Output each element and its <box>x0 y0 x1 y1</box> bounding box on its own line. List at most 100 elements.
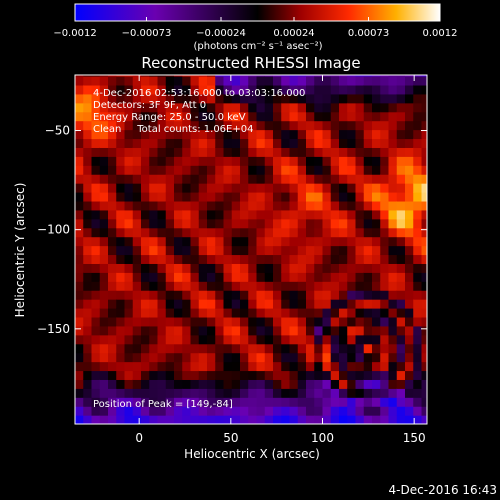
heatmap-cell <box>174 299 183 309</box>
heatmap-cell <box>223 245 233 256</box>
heatmap-cell <box>297 138 307 148</box>
heatmap-cell <box>330 120 340 131</box>
heatmap-cell <box>91 174 101 184</box>
heatmap-cell <box>124 343 134 354</box>
heatmap-cell <box>306 352 315 363</box>
heatmap-cell <box>256 227 266 238</box>
heatmap-cell <box>198 120 208 131</box>
heatmap-cell <box>421 156 427 166</box>
heatmap-cell <box>330 129 340 140</box>
heatmap-cell <box>322 227 332 238</box>
heatmap-cell <box>91 111 101 122</box>
heatmap-cell <box>149 397 159 407</box>
heatmap-cell <box>289 75 299 86</box>
heatmap-cell <box>388 191 398 202</box>
heatmap-cell <box>165 343 175 354</box>
heatmap-cell <box>91 316 101 327</box>
heatmap-cell <box>240 397 249 407</box>
heatmap-cell <box>165 147 175 157</box>
heatmap-cell <box>91 343 101 354</box>
heatmap-cell <box>297 290 307 300</box>
heatmap-cell <box>380 147 390 157</box>
heatmap-cell <box>405 334 414 345</box>
heatmap-cell <box>141 272 150 282</box>
heatmap-cell <box>413 370 423 380</box>
heatmap-cell <box>380 352 390 363</box>
heatmap-cell <box>363 138 373 148</box>
heatmap-cell <box>83 200 93 211</box>
heatmap-cell <box>198 102 208 113</box>
heatmap-cell <box>256 191 266 202</box>
heatmap-cell <box>91 75 101 77</box>
heatmap-cell <box>83 129 93 140</box>
heatmap-cell <box>330 325 340 336</box>
heatmap-cell <box>396 200 406 211</box>
heatmap-cell <box>421 263 427 273</box>
heatmap-cell <box>347 316 357 327</box>
heatmap-cell <box>124 183 134 193</box>
heatmap-cell <box>215 75 225 77</box>
annotation-clean-counts: Clean Total counts: 1.06E+04 <box>93 124 253 135</box>
heatmap-cell <box>273 352 282 363</box>
heatmap-cell <box>380 236 390 247</box>
heatmap-cell <box>157 111 167 122</box>
heatmap-cell <box>108 200 117 211</box>
heatmap-cell <box>157 352 167 363</box>
heatmap-cell <box>124 281 134 291</box>
heatmap-cell <box>223 138 233 148</box>
heatmap-cell <box>339 406 348 416</box>
heatmap-cell <box>380 361 390 372</box>
heatmap-cell <box>231 120 241 131</box>
heatmap-cell <box>99 191 109 202</box>
heatmap-cell <box>413 165 423 175</box>
heatmap-cell <box>75 415 84 424</box>
heatmap-cell <box>182 111 192 122</box>
heatmap-cell <box>207 343 216 354</box>
heatmap-cell <box>132 156 142 166</box>
heatmap-cell <box>182 129 192 140</box>
heatmap-cell <box>314 325 324 336</box>
heatmap-cell <box>223 183 233 193</box>
heatmap-cell <box>108 209 117 220</box>
heatmap-cell <box>380 120 390 131</box>
heatmap-cell <box>413 156 423 166</box>
heatmap-cell <box>207 415 216 424</box>
heatmap-cell <box>108 299 117 309</box>
heatmap-cell <box>363 397 373 407</box>
heatmap-cell <box>396 245 406 256</box>
heatmap-cell <box>165 406 175 416</box>
heatmap-cell <box>322 370 332 380</box>
heatmap-cell <box>372 209 381 220</box>
heatmap-cell <box>330 254 340 264</box>
heatmap-cell <box>215 209 225 220</box>
heatmap-cell <box>306 281 315 291</box>
heatmap-cell <box>223 299 233 309</box>
heatmap-cell <box>165 75 175 86</box>
heatmap-cell <box>190 75 200 86</box>
heatmap-cell <box>198 75 208 77</box>
heatmap-cell <box>132 272 142 282</box>
heatmap-cell <box>108 138 117 148</box>
heatmap-cell <box>240 138 249 148</box>
heatmap-cell <box>256 174 266 184</box>
heatmap-cell <box>380 138 390 148</box>
heatmap-cell <box>99 138 109 148</box>
heatmap-cell <box>306 75 315 86</box>
heatmap-cell <box>413 174 423 184</box>
heatmap-cell <box>190 379 200 389</box>
heatmap-cell <box>363 200 373 211</box>
heatmap-cell <box>281 352 291 363</box>
heatmap-cell <box>339 370 348 380</box>
heatmap-cell <box>380 281 390 291</box>
heatmap-cell <box>157 343 167 354</box>
heatmap-cell <box>223 281 233 291</box>
heatmap-cell <box>207 388 216 398</box>
heatmap-cell <box>330 361 340 372</box>
heatmap-cell <box>264 406 274 416</box>
heatmap-cell <box>264 165 274 175</box>
heatmap-cell <box>124 325 134 336</box>
heatmap-cell <box>116 361 126 372</box>
heatmap-cell <box>281 75 291 86</box>
heatmap-cell <box>83 218 93 229</box>
heatmap-cell <box>347 352 357 363</box>
